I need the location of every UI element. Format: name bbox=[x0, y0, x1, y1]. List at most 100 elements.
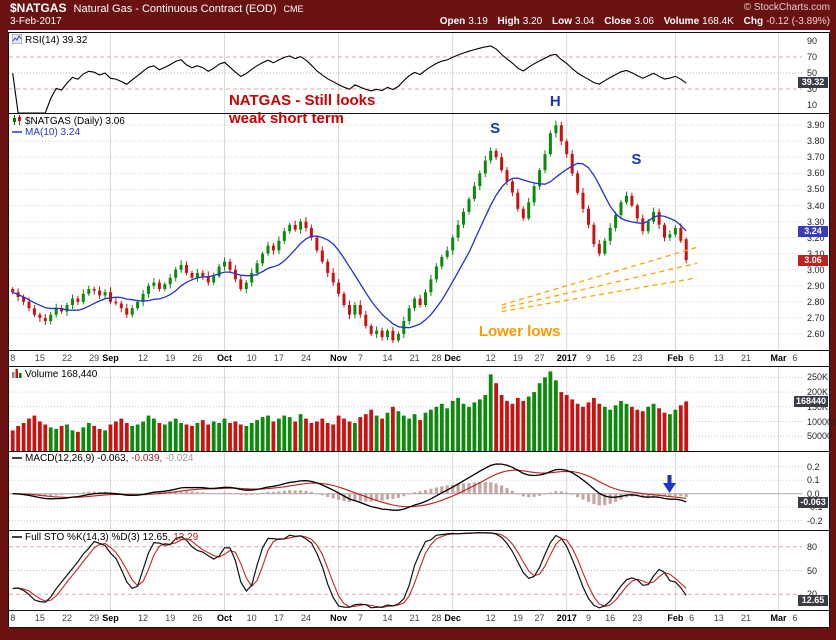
stochastics-plot bbox=[9, 531, 802, 610]
axis-tick-label: 20 bbox=[807, 589, 817, 599]
price-legend: $NATGAS (Daily) 3.06 bbox=[12, 115, 125, 127]
axis-date-label: 28 bbox=[431, 353, 442, 363]
axis-date-label: 27 bbox=[534, 613, 545, 623]
axis-date-label: Dec bbox=[444, 353, 461, 363]
macd-value-2: -0.039, bbox=[131, 453, 163, 464]
axis-tick-label: 3.00 bbox=[807, 264, 825, 275]
axis-date-label: 19 bbox=[165, 613, 176, 623]
low-value: 3.04 bbox=[575, 16, 595, 27]
axis-date-label: 26 bbox=[192, 353, 203, 363]
axis-date-label: 29 bbox=[89, 613, 100, 623]
volume-bars-icon bbox=[12, 369, 22, 378]
low-label: Low bbox=[552, 16, 573, 27]
axis-date-label: 6 bbox=[792, 613, 798, 623]
date-axis-bottom: 8 15 22 29 Sep 12 19 26 Oct 10 17 24 Nov 7 14 21 28 Dec 12… bbox=[8, 611, 830, 628]
copyright: © StockCharts.com bbox=[743, 2, 830, 13]
axis-date-label: 19 bbox=[512, 613, 523, 623]
axis-date-label: Oct bbox=[217, 613, 233, 623]
axis-date-label: 16 bbox=[605, 353, 616, 363]
axis-tick-label: 3.90 bbox=[807, 120, 825, 131]
rsi-plot bbox=[9, 33, 802, 113]
bottom-border bbox=[0, 628, 836, 640]
axis-date-label: Oct bbox=[217, 353, 233, 363]
rsi-indicator-icon bbox=[11, 33, 23, 45]
sto-line-icon bbox=[12, 536, 22, 538]
axis-date-label: 21 bbox=[409, 353, 420, 363]
axis-date-label: 19 bbox=[512, 353, 523, 363]
axis-date-label: 24 bbox=[301, 353, 312, 363]
volume-value: 168.4K bbox=[702, 16, 734, 27]
axis-tick-label: 3.30 bbox=[807, 216, 825, 227]
header-title-row: $NATGAS Natural Gas - Continuous Contrac… bbox=[10, 1, 830, 15]
axis-date-label: 9 bbox=[585, 353, 591, 363]
close-value: 3.06 bbox=[634, 16, 654, 27]
axis-tick-label: 50 bbox=[807, 68, 818, 78]
axis-date-label: 2017 bbox=[556, 613, 577, 623]
volume-panel: Volume 168,440 168440 250K200K150K100000… bbox=[8, 366, 836, 452]
axis-date-label: 8 bbox=[10, 353, 16, 363]
macd-legend: MACD(12,26,9) -0.063, -0.039, -0.024 bbox=[12, 453, 193, 464]
rsi-panel: RSI(14) 39.32 39.32 90 70 50 30 10 bbox=[8, 32, 830, 114]
axis-date-label: 12 bbox=[138, 353, 149, 363]
sto-label: Full STO %K(14,3) %D(3) bbox=[25, 532, 140, 543]
axis-date-label: 12 bbox=[138, 613, 149, 623]
axis-tick-label: 30 bbox=[807, 84, 818, 94]
axis-date-label: Feb bbox=[667, 613, 684, 623]
axis-date-label: 8 bbox=[10, 613, 16, 623]
price-panel: $NATGAS (Daily) 3.06 MA(10) 3.24 3.24 3.… bbox=[8, 113, 830, 351]
sto-value-2: 13.29 bbox=[173, 532, 199, 543]
axis-tick-label: 0.0 bbox=[807, 488, 820, 499]
axis-date-label: 10 bbox=[246, 613, 257, 623]
axis-tick-label: 2.80 bbox=[807, 296, 825, 307]
sto-value-1: 12.65, bbox=[142, 532, 171, 543]
header-quote-row: 3-Feb-2017 Open 3.19 High 3.20 Low 3.04 Clo… bbox=[10, 16, 830, 29]
macd-label: MACD(12,26,9) bbox=[25, 453, 95, 464]
exchange-label: CME bbox=[283, 4, 304, 14]
sto-legend: Full STO %K(14,3) %D(3) 12.65, 13.29 bbox=[12, 532, 198, 543]
date-axis-top: 8 15 22 29 Sep 12 19 26 Oct 10 17 24 Nov 7 14 21 28 Dec 12… bbox=[8, 351, 830, 366]
axis-date-label: Feb bbox=[667, 353, 684, 363]
axis-date-label: 10 bbox=[246, 353, 257, 363]
axis-tick-label: 10 bbox=[807, 100, 818, 110]
quote-strip: Open 3.19 High 3.20 Low 3.04 Close 3.06 Volu… bbox=[433, 16, 830, 27]
axis-tick-label: 3.80 bbox=[807, 136, 825, 147]
stochastics-panel: Full STO %K(14,3) %D(3) 12.65, 13.29 12.… bbox=[8, 530, 830, 611]
axis-tick-label: 90 bbox=[807, 36, 818, 46]
axis-date-label: 21 bbox=[409, 613, 420, 623]
axis-tick-label: 3.10 bbox=[807, 248, 825, 259]
axis-tick-label: 2.70 bbox=[807, 312, 825, 323]
axis-date-label: 7 bbox=[357, 353, 363, 363]
price-plot bbox=[9, 114, 802, 350]
axis-date-label: Nov bbox=[330, 353, 348, 363]
volume-plot bbox=[9, 367, 802, 451]
open-label: Open bbox=[439, 16, 466, 27]
axis-tick-label: 70 bbox=[807, 52, 818, 62]
axis-date-label: Dec bbox=[444, 613, 461, 623]
axis-date-label: 29 bbox=[89, 353, 100, 363]
axis-date-label: 15 bbox=[34, 613, 45, 623]
rsi-label: RSI(14) 39.32 bbox=[25, 35, 88, 46]
axis-tick-label: 0.1 bbox=[807, 475, 820, 486]
volume-panel-label: Volume 168,440 bbox=[25, 369, 98, 380]
close-label: Close bbox=[604, 16, 632, 27]
axis-tick-label: 2.90 bbox=[807, 280, 825, 291]
macd-value-box: -0.063 bbox=[798, 497, 828, 509]
axis-tick-label: 3.50 bbox=[807, 184, 825, 195]
axis-date-label: 23 bbox=[632, 613, 643, 623]
rsi-value-box: 39.32 bbox=[798, 76, 828, 88]
axis-date-label: Nov bbox=[330, 613, 348, 623]
volume-label: Volume bbox=[663, 16, 700, 27]
price-label: $NATGAS (Daily) 3.06 bbox=[25, 116, 125, 127]
axis-tick-label: 50 bbox=[807, 565, 818, 576]
axis-tick-label: -0.2 bbox=[807, 515, 823, 526]
axis-date-label: 6 bbox=[689, 613, 695, 623]
macd-panel: MACD(12,26,9) -0.063, -0.039, -0.024 -0.… bbox=[8, 451, 830, 531]
axis-date-label: 27 bbox=[534, 353, 545, 363]
chg-label: Chg bbox=[743, 16, 764, 27]
axis-tick-label: 250K bbox=[807, 372, 829, 383]
ma-line-icon bbox=[12, 131, 22, 133]
axis-date-label: Sep bbox=[102, 613, 119, 623]
candlestick-icon bbox=[13, 115, 21, 125]
macd-value-3: -0.024 bbox=[165, 453, 194, 464]
